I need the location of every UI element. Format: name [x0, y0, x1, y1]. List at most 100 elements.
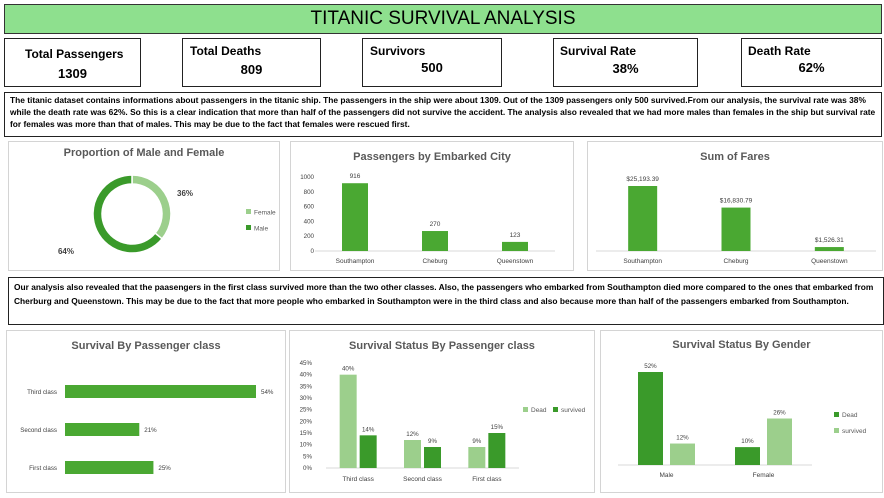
data-label: 12%: [676, 435, 689, 442]
kpi-value: 38%: [612, 61, 639, 76]
data-label: 36%: [177, 189, 193, 198]
x-tick-label: Southampton: [623, 258, 662, 265]
y-tick-label: 600: [304, 204, 315, 211]
x-tick-label: Female: [753, 472, 775, 479]
data-label: 26%: [773, 410, 786, 417]
data-label: 12%: [406, 431, 419, 438]
data-label: 52%: [644, 363, 657, 370]
kpi-total-deaths: Total Deaths 809: [182, 38, 321, 87]
data-label: 64%: [58, 247, 74, 256]
bar: [342, 183, 368, 251]
bar: [65, 385, 256, 398]
y-tick-label: 25%: [300, 407, 313, 414]
chart-panel-embarked: Passengers by Embarked City 0 200 400 600 80…: [290, 141, 574, 271]
chart-panel-status-class: Survival Status By Passenger class 0% 5% 1…: [289, 330, 595, 493]
donut-slice-female: [131, 174, 172, 240]
x-tick-label: Cheburg: [423, 258, 448, 265]
data-label: 25%: [158, 465, 171, 472]
data-label: 270: [430, 221, 441, 228]
kpi-label: Survivors: [370, 44, 426, 58]
chart-title: Survival Status By Passenger class: [349, 340, 535, 352]
bar: [502, 241, 528, 251]
donut-slice-male: [92, 174, 164, 254]
data-label: 10%: [741, 438, 754, 445]
kpi-label: Total Passengers: [25, 47, 124, 61]
x-tick-label: Cheburg: [724, 258, 749, 265]
bar-dead: [404, 440, 421, 468]
dashboard-title: TITANIC SURVIVAL ANALYSIS: [4, 4, 882, 34]
chart-title: Survival By Passenger class: [71, 340, 221, 352]
legend-swatch: [834, 428, 839, 433]
kpi-value: 1309: [58, 66, 87, 81]
kpi-label: Survival Rate: [560, 44, 637, 58]
legend-label: survived: [561, 407, 586, 414]
data-label: 21%: [144, 427, 157, 434]
y-tick-label: 5%: [303, 453, 312, 460]
bar-survived: [488, 433, 506, 468]
kpi-value: 500: [421, 60, 443, 75]
kpi-label: Total Deaths: [190, 44, 262, 58]
data-label: $16,830.79: [720, 198, 753, 205]
data-label: 9%: [472, 438, 481, 445]
kpi-survivors: Survivors 500: [362, 38, 502, 87]
bar: [628, 186, 658, 251]
y-tick-label: First class: [29, 465, 57, 472]
legend-swatch: [246, 225, 251, 230]
x-tick-label: Queenstown: [497, 258, 534, 265]
x-tick-label: Third class: [342, 476, 374, 483]
legend-label: Male: [254, 226, 268, 233]
legend-label: Dead: [531, 407, 547, 414]
legend-label: survived: [842, 428, 867, 435]
bar-dead: [468, 447, 486, 468]
chart-svg: $25,193.39 Southampton $16,830.79 Cheburg $1…: [596, 176, 876, 265]
data-label: 916: [350, 173, 361, 180]
data-label: 54%: [261, 389, 274, 396]
legend-swatch: [834, 412, 839, 417]
legend-swatch: [553, 407, 558, 412]
y-tick-label: 15%: [300, 430, 313, 437]
bar-survived: [424, 447, 441, 468]
chart-panel-gender: Proportion of Male and Female 36% 64% Fema…: [8, 141, 280, 271]
y-tick-label: 1000: [300, 174, 314, 181]
bar-survived: [670, 443, 695, 465]
y-tick-label: Second class: [20, 427, 57, 434]
y-tick-label: 40%: [300, 372, 313, 379]
bar-dead: [638, 372, 663, 465]
bar: [65, 461, 154, 474]
bar: [422, 231, 448, 251]
y-tick-label: 800: [304, 189, 315, 196]
y-tick-label: 45%: [300, 360, 313, 367]
y-tick-label: 30%: [300, 395, 313, 402]
chart-title: Passengers by Embarked City: [353, 151, 511, 163]
legend-swatch: [246, 209, 251, 214]
bar-dead: [339, 374, 357, 468]
kpi-value: 62%: [798, 60, 825, 75]
y-tick-label: 200: [304, 233, 315, 240]
data-label: $25,193.39: [626, 176, 659, 183]
kpi-survival-rate: Survival Rate 38%: [553, 38, 698, 87]
chart-svg: 0 200 400 600 800 1000 916 Southampton 270 Chebur…: [300, 173, 555, 265]
chart-svg: 54% Third class 21% Second class 25% First cl…: [20, 385, 274, 474]
data-label: $1,526.31: [815, 237, 844, 244]
bar-survived: [359, 435, 377, 468]
kpi-total-passengers: Total Passengers 1309: [4, 38, 141, 87]
chart-svg: 36% 64% Female Male: [58, 174, 276, 256]
bar: [721, 207, 751, 251]
y-tick-label: 35%: [300, 383, 313, 390]
data-label: 15%: [491, 424, 504, 431]
chart-title: Proportion of Male and Female: [63, 147, 225, 159]
x-tick-label: Male: [659, 472, 673, 479]
legend-swatch: [523, 407, 528, 412]
kpi-label: Death Rate: [748, 44, 811, 58]
summary-text-1: The titanic dataset contains information…: [4, 92, 882, 137]
y-tick-label: 0%: [303, 465, 312, 472]
data-label: 123: [510, 232, 521, 239]
y-tick-label: 20%: [300, 418, 313, 425]
y-tick-label: 0: [311, 248, 315, 255]
y-tick-label: Third class: [27, 389, 57, 396]
chart-panel-fares: Sum of Fares $25,193.39 Southampton $16,83…: [587, 141, 883, 271]
chart-title: Survival Status By Gender: [672, 339, 811, 351]
chart-svg: 52% 12% Male 10% 26% Female Dead survived: [618, 363, 867, 479]
kpi-value: 809: [240, 62, 263, 77]
kpi-death-rate: Death Rate 62%: [741, 38, 882, 87]
